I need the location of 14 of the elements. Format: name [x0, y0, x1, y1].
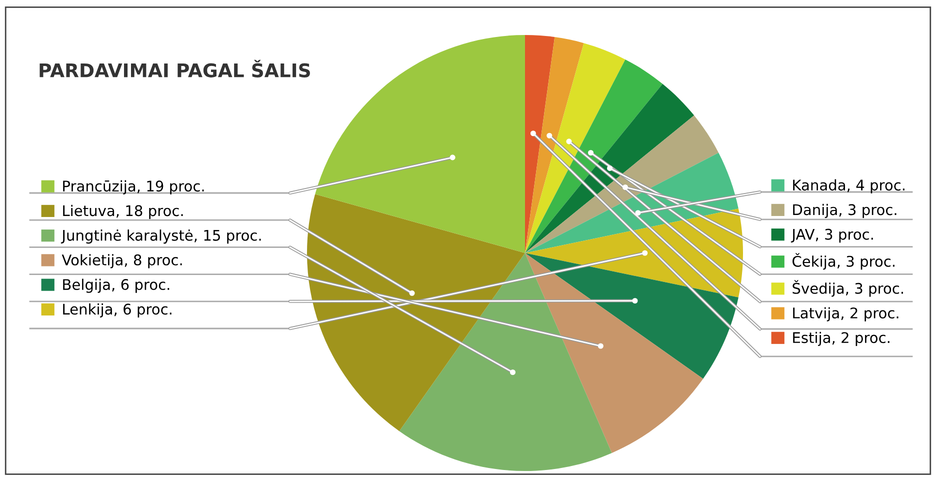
legend-label: Jungtinė karalystė, 15 proc.	[60, 230, 261, 244]
legend-label: Estija, 2 proc.	[793, 332, 890, 346]
legend-label: Čekija, 3 proc.	[792, 253, 894, 270]
legend-label: Lietuva, 18 proc.	[63, 204, 183, 220]
legend-label: Belgija, 6 proc.	[63, 278, 170, 293]
legend-label: JAV, 3 proc.	[790, 228, 873, 243]
legend-label: Vokietija, 8 proc.	[62, 254, 182, 268]
legend-label: Latvija, 2 proc.	[793, 307, 898, 322]
text: PARDAVIMAI PAGAL ŠALIS	[40, 60, 310, 78]
legend-label: Danija, 3 proc.	[793, 204, 896, 218]
legend-label: Lenkija, 6 proc.	[63, 303, 172, 318]
legend-label: Švedija, 3 proc.	[792, 280, 903, 297]
legend-label: Prancūzija, 19 proc.	[63, 180, 204, 194]
legend-label: Kanada, 4 proc.	[793, 179, 904, 194]
